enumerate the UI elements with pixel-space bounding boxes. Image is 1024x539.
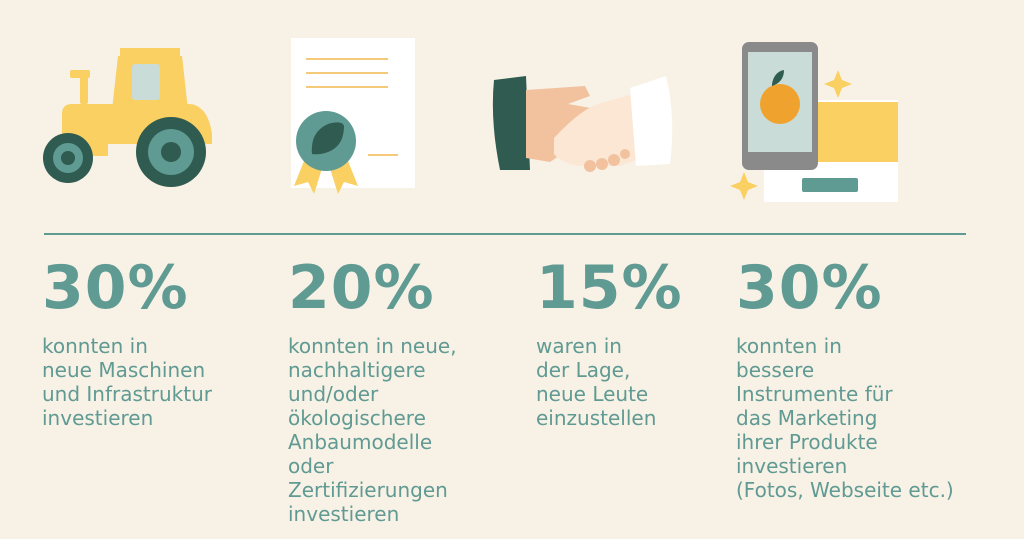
stat-column-2: 20% konnten in neue, nachhaltigere und/o… (288, 252, 518, 526)
stat-percent: 30% (42, 253, 189, 323)
stat-percent: 30% (736, 253, 883, 323)
smartphone-marketing-icon (730, 42, 898, 202)
handshake-icon (492, 76, 673, 172)
divider-line (44, 233, 966, 235)
certificate-icon (291, 38, 415, 194)
stat-description: konnten in neue, nachhaltigere und/oder … (288, 334, 457, 526)
stat-column-1: 30% konnten in neue Maschinen und Infras… (42, 252, 272, 430)
stat-description: konnten in bessere Instrumente für das M… (736, 334, 954, 502)
stat-column-4: 30% konnten in bessere Instrumente für d… (736, 252, 1016, 502)
stat-column-3: 15% waren in der Lage, neue Leute einzus… (536, 252, 726, 430)
stat-description: waren in der Lage, neue Leute einzustell… (536, 334, 657, 430)
tractor-icon (43, 48, 212, 187)
stat-description: konnten in neue Maschinen und Infrastruk… (42, 334, 212, 430)
stat-percent: 15% (536, 253, 683, 323)
stat-percent: 20% (288, 253, 435, 323)
